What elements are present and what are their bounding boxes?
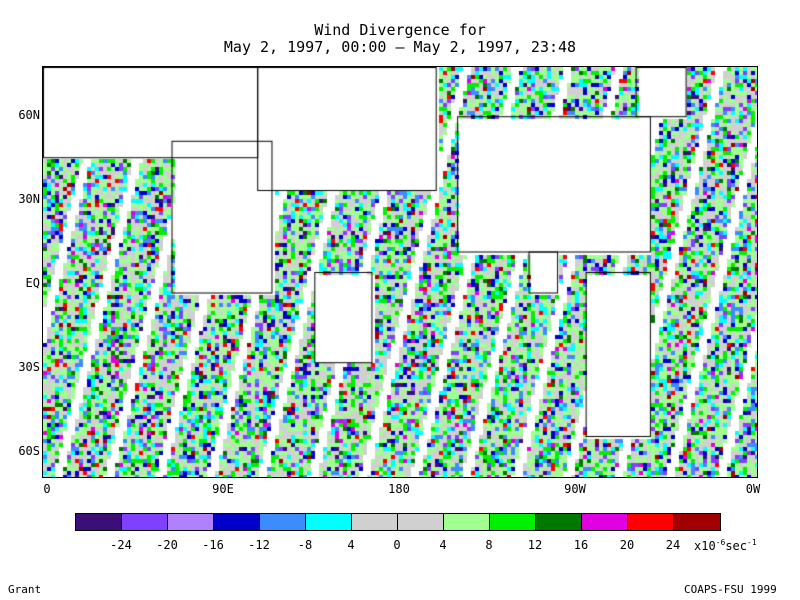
units-exp2: -1 [747, 538, 757, 547]
colorbar-tick-label: 24 [665, 538, 681, 552]
footer-credit: COAPS-FSU 1999 [684, 583, 777, 596]
lat-label-30s: 30S [18, 360, 40, 374]
units-suffix: sec [725, 539, 748, 553]
divergence-field [43, 67, 757, 477]
colorbar-swatch [582, 514, 628, 530]
colorbar-swatch [306, 514, 352, 530]
colorbar-swatch [628, 514, 674, 530]
colorbar-tick-label: 16 [573, 538, 589, 552]
colorbar-swatch [398, 514, 444, 530]
colorbar-tick-label: -16 [202, 538, 224, 552]
colorbar-units: x10-6sec-1 [694, 538, 757, 553]
colorbar-tick-label: -20 [156, 538, 178, 552]
lon-label-90e: 90E [212, 482, 234, 496]
lon-label-90w: 90W [564, 482, 586, 496]
colorbar-swatch [536, 514, 582, 530]
colorbar-tick-label: 20 [619, 538, 635, 552]
colorbar-swatch [260, 514, 306, 530]
chart-title-line2: May 2, 1997, 00:00 – May 2, 1997, 23:48 [223, 38, 577, 56]
lat-label-60n: 60N [18, 108, 40, 122]
units-exp: -6 [715, 538, 726, 547]
colorbar [75, 513, 721, 531]
colorbar-swatch [352, 514, 398, 530]
lat-label-eq: EQ [25, 276, 40, 290]
colorbar-tick-label: 8 [485, 538, 493, 552]
colorbar-tick-label: -12 [248, 538, 270, 552]
colorbar-tick-label: -8 [297, 538, 313, 552]
colorbar-swatch [122, 514, 168, 530]
lat-label-30n: 30N [18, 192, 40, 206]
lon-label-0: 0 [43, 482, 51, 496]
colorbar-swatch [168, 514, 214, 530]
units-prefix: x10 [694, 539, 716, 553]
colorbar-tick-label: 12 [527, 538, 543, 552]
colorbar-swatch [76, 514, 122, 530]
colorbar-tick-label: 4 [439, 538, 447, 552]
map-panel [42, 66, 758, 478]
colorbar-tick-label: 4 [347, 538, 355, 552]
lat-label-60s: 60S [18, 444, 40, 458]
footer-author: Grant [8, 583, 42, 596]
chart-title-line1: Wind Divergence for [314, 21, 486, 39]
colorbar-tick-label: 0 [393, 538, 401, 552]
lon-label-0w: 0W [745, 482, 761, 496]
colorbar-swatch [214, 514, 260, 530]
colorbar-swatch [674, 514, 720, 530]
colorbar-swatch [444, 514, 490, 530]
colorbar-tick-label: -24 [110, 538, 132, 552]
colorbar-swatch [490, 514, 536, 530]
lon-label-180: 180 [388, 482, 410, 496]
